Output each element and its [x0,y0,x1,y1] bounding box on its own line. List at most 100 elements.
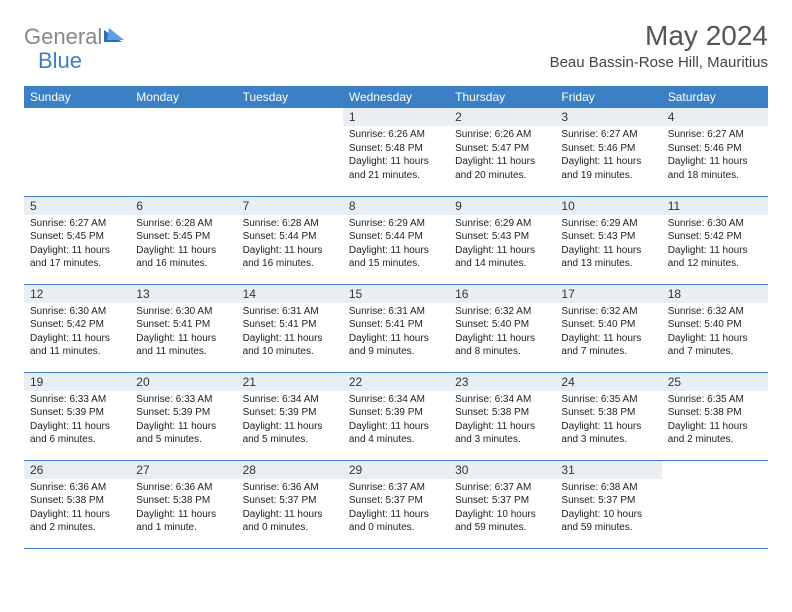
title-block: May 2024 Beau Bassin-Rose Hill, Mauritiu… [550,20,768,71]
day-details: Sunrise: 6:30 AM Sunset: 5:42 PM Dayligh… [24,303,130,363]
day-number: 5 [24,197,130,215]
calendar-day-cell: 10 Sunrise: 6:29 AM Sunset: 5:43 PM Dayl… [555,196,661,284]
day-details: Sunrise: 6:35 AM Sunset: 5:38 PM Dayligh… [662,391,768,451]
day-header: Saturday [662,86,768,108]
day-number: 23 [449,373,555,391]
day-details: Sunrise: 6:27 AM Sunset: 5:46 PM Dayligh… [555,126,661,186]
day-details: Sunrise: 6:28 AM Sunset: 5:45 PM Dayligh… [130,215,236,275]
day-details: Sunrise: 6:32 AM Sunset: 5:40 PM Dayligh… [449,303,555,363]
day-details: Sunrise: 6:32 AM Sunset: 5:40 PM Dayligh… [662,303,768,363]
calendar-day-cell: 20 Sunrise: 6:33 AM Sunset: 5:39 PM Dayl… [130,372,236,460]
month-title: May 2024 [550,20,768,52]
calendar-day-cell: 25 Sunrise: 6:35 AM Sunset: 5:38 PM Dayl… [662,372,768,460]
day-header: Monday [130,86,236,108]
page-header: General Blue May 2024 Beau Bassin-Rose H… [24,20,768,74]
day-header: Sunday [24,86,130,108]
day-details: Sunrise: 6:31 AM Sunset: 5:41 PM Dayligh… [237,303,343,363]
day-number: 8 [343,197,449,215]
calendar-day-cell: 21 Sunrise: 6:34 AM Sunset: 5:39 PM Dayl… [237,372,343,460]
calendar-table: SundayMondayTuesdayWednesdayThursdayFrid… [24,86,768,549]
calendar-day-cell [662,460,768,548]
day-number: 28 [237,461,343,479]
day-details: Sunrise: 6:27 AM Sunset: 5:46 PM Dayligh… [662,126,768,186]
calendar-day-cell: 19 Sunrise: 6:33 AM Sunset: 5:39 PM Dayl… [24,372,130,460]
day-details: Sunrise: 6:30 AM Sunset: 5:41 PM Dayligh… [130,303,236,363]
calendar-day-cell: 13 Sunrise: 6:30 AM Sunset: 5:41 PM Dayl… [130,284,236,372]
logo: General Blue [24,20,126,74]
day-number: 1 [343,108,449,126]
day-number: 24 [555,373,661,391]
calendar-week-row: 1 Sunrise: 6:26 AM Sunset: 5:48 PM Dayli… [24,108,768,196]
day-details: Sunrise: 6:37 AM Sunset: 5:37 PM Dayligh… [449,479,555,539]
day-number: 25 [662,373,768,391]
day-number: 3 [555,108,661,126]
calendar-day-cell [130,108,236,196]
day-number: 9 [449,197,555,215]
calendar-day-cell: 11 Sunrise: 6:30 AM Sunset: 5:42 PM Dayl… [662,196,768,284]
day-details: Sunrise: 6:34 AM Sunset: 5:39 PM Dayligh… [237,391,343,451]
calendar-day-cell: 8 Sunrise: 6:29 AM Sunset: 5:44 PM Dayli… [343,196,449,284]
day-number: 30 [449,461,555,479]
day-number: 19 [24,373,130,391]
day-number: 21 [237,373,343,391]
calendar-day-cell: 1 Sunrise: 6:26 AM Sunset: 5:48 PM Dayli… [343,108,449,196]
day-details: Sunrise: 6:33 AM Sunset: 5:39 PM Dayligh… [24,391,130,451]
day-details: Sunrise: 6:29 AM Sunset: 5:44 PM Dayligh… [343,215,449,275]
day-header: Thursday [449,86,555,108]
calendar-week-row: 12 Sunrise: 6:30 AM Sunset: 5:42 PM Dayl… [24,284,768,372]
calendar-page: General Blue May 2024 Beau Bassin-Rose H… [0,0,792,569]
day-details: Sunrise: 6:29 AM Sunset: 5:43 PM Dayligh… [449,215,555,275]
calendar-day-cell: 18 Sunrise: 6:32 AM Sunset: 5:40 PM Dayl… [662,284,768,372]
location-text: Beau Bassin-Rose Hill, Mauritius [550,54,768,71]
day-details: Sunrise: 6:26 AM Sunset: 5:47 PM Dayligh… [449,126,555,186]
day-details: Sunrise: 6:35 AM Sunset: 5:38 PM Dayligh… [555,391,661,451]
calendar-day-cell: 22 Sunrise: 6:34 AM Sunset: 5:39 PM Dayl… [343,372,449,460]
day-details: Sunrise: 6:37 AM Sunset: 5:37 PM Dayligh… [343,479,449,539]
day-number: 2 [449,108,555,126]
day-details: Sunrise: 6:34 AM Sunset: 5:39 PM Dayligh… [343,391,449,451]
day-details: Sunrise: 6:28 AM Sunset: 5:44 PM Dayligh… [237,215,343,275]
day-header: Friday [555,86,661,108]
day-header: Wednesday [343,86,449,108]
calendar-week-row: 26 Sunrise: 6:36 AM Sunset: 5:38 PM Dayl… [24,460,768,548]
day-number: 6 [130,197,236,215]
day-number: 14 [237,285,343,303]
calendar-day-cell: 29 Sunrise: 6:37 AM Sunset: 5:37 PM Dayl… [343,460,449,548]
calendar-day-cell: 6 Sunrise: 6:28 AM Sunset: 5:45 PM Dayli… [130,196,236,284]
calendar-day-cell: 4 Sunrise: 6:27 AM Sunset: 5:46 PM Dayli… [662,108,768,196]
calendar-day-cell: 14 Sunrise: 6:31 AM Sunset: 5:41 PM Dayl… [237,284,343,372]
day-details: Sunrise: 6:31 AM Sunset: 5:41 PM Dayligh… [343,303,449,363]
calendar-day-cell: 16 Sunrise: 6:32 AM Sunset: 5:40 PM Dayl… [449,284,555,372]
calendar-day-cell: 15 Sunrise: 6:31 AM Sunset: 5:41 PM Dayl… [343,284,449,372]
day-number: 26 [24,461,130,479]
day-details: Sunrise: 6:36 AM Sunset: 5:38 PM Dayligh… [24,479,130,539]
day-number: 29 [343,461,449,479]
day-details: Sunrise: 6:36 AM Sunset: 5:38 PM Dayligh… [130,479,236,539]
calendar-day-cell: 26 Sunrise: 6:36 AM Sunset: 5:38 PM Dayl… [24,460,130,548]
day-number: 13 [130,285,236,303]
calendar-day-cell: 31 Sunrise: 6:38 AM Sunset: 5:37 PM Dayl… [555,460,661,548]
day-details: Sunrise: 6:27 AM Sunset: 5:45 PM Dayligh… [24,215,130,275]
day-details: Sunrise: 6:30 AM Sunset: 5:42 PM Dayligh… [662,215,768,275]
calendar-day-cell: 9 Sunrise: 6:29 AM Sunset: 5:43 PM Dayli… [449,196,555,284]
calendar-day-cell: 12 Sunrise: 6:30 AM Sunset: 5:42 PM Dayl… [24,284,130,372]
day-number: 7 [237,197,343,215]
day-details: Sunrise: 6:33 AM Sunset: 5:39 PM Dayligh… [130,391,236,451]
logo-text-blue: Blue [38,48,82,74]
day-number: 20 [130,373,236,391]
calendar-day-cell: 27 Sunrise: 6:36 AM Sunset: 5:38 PM Dayl… [130,460,236,548]
day-number: 11 [662,197,768,215]
calendar-week-row: 5 Sunrise: 6:27 AM Sunset: 5:45 PM Dayli… [24,196,768,284]
calendar-day-cell: 24 Sunrise: 6:35 AM Sunset: 5:38 PM Dayl… [555,372,661,460]
day-details: Sunrise: 6:36 AM Sunset: 5:37 PM Dayligh… [237,479,343,539]
calendar-week-row: 19 Sunrise: 6:33 AM Sunset: 5:39 PM Dayl… [24,372,768,460]
day-details: Sunrise: 6:32 AM Sunset: 5:40 PM Dayligh… [555,303,661,363]
day-number: 31 [555,461,661,479]
day-number: 18 [662,285,768,303]
calendar-day-cell: 3 Sunrise: 6:27 AM Sunset: 5:46 PM Dayli… [555,108,661,196]
logo-text-general: General [24,24,102,50]
day-number: 4 [662,108,768,126]
day-details: Sunrise: 6:38 AM Sunset: 5:37 PM Dayligh… [555,479,661,539]
day-number: 17 [555,285,661,303]
day-details: Sunrise: 6:29 AM Sunset: 5:43 PM Dayligh… [555,215,661,275]
